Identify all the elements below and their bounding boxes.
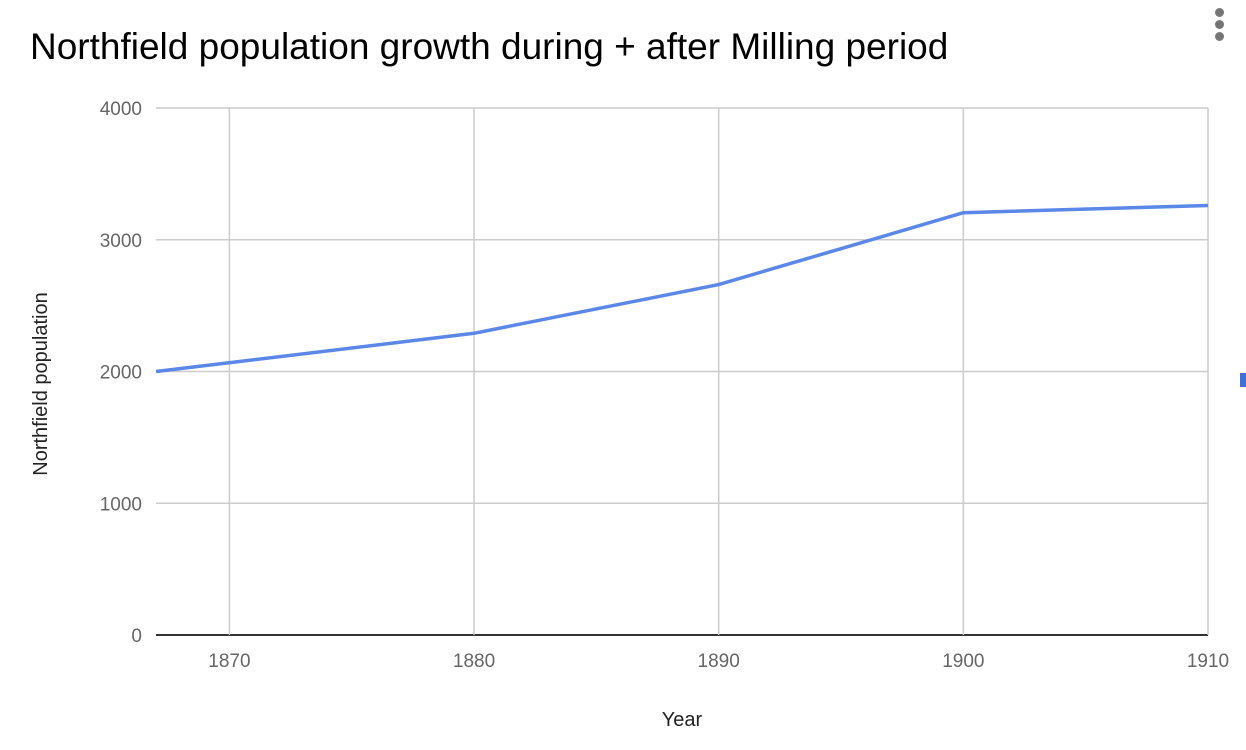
y-tick-label: 1000 [100, 494, 142, 515]
legend-marker [1240, 373, 1246, 387]
x-tick-label: 1870 [208, 651, 250, 672]
x-tick-label: 1900 [942, 651, 984, 672]
y-tick-label: 4000 [100, 99, 142, 120]
series-line [155, 203, 1209, 374]
x-tick-label: 1890 [698, 651, 740, 672]
y-tick-label: 0 [131, 626, 142, 647]
x-tick-label: 1910 [1187, 651, 1229, 672]
x-tick-label: 1880 [453, 651, 495, 672]
y-tick-label: 2000 [100, 363, 142, 384]
chart-title: Northfield population growth during + af… [30, 26, 949, 67]
x-axis-label: Year [662, 709, 703, 731]
y-tick-label: 3000 [100, 231, 142, 252]
more-vert-icon[interactable] [1212, 8, 1226, 42]
y-axis-label: Northfield population [30, 292, 52, 475]
